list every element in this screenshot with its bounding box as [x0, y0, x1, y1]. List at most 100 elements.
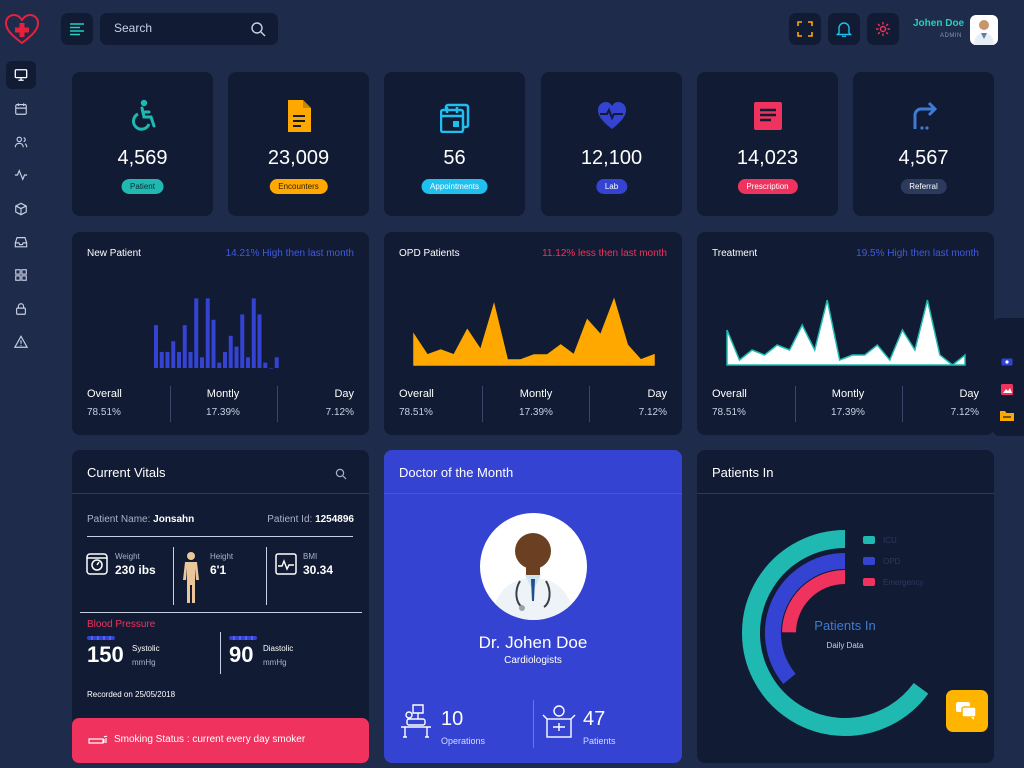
diastolic-label: Diastolic	[263, 644, 294, 653]
sidebar-item-alerts[interactable]	[6, 328, 36, 356]
operations-value: 10	[441, 708, 464, 730]
chart-card-new-patient: New Patient 14.21% High then last month …	[72, 232, 369, 435]
chart-card-opd-patients: OPD Patients 11.12% less then last month…	[384, 232, 682, 435]
users-icon	[14, 136, 28, 148]
stat-value: 4,569	[117, 147, 168, 169]
metric-overall: Overall 78.51%	[399, 388, 434, 418]
stat-label-badge: Lab	[595, 179, 628, 194]
fullscreen-icon	[797, 21, 813, 37]
smoking-status-bar: Smoking Status : current every day smoke…	[72, 718, 369, 763]
user-name[interactable]: Johen Doe	[913, 18, 965, 29]
patient-id-row: Patient Id: 1254896	[267, 514, 354, 525]
redo-icon	[913, 101, 937, 130]
divider	[277, 386, 278, 422]
panel-title: Doctor of the Month	[399, 465, 514, 480]
monitor-icon	[14, 69, 28, 81]
chart-area-series	[726, 299, 966, 366]
chart-bar	[205, 298, 210, 368]
sidebar-item-calendar[interactable]	[6, 95, 36, 123]
calendar-icon	[15, 103, 27, 115]
diastolic-value: 90	[229, 642, 254, 667]
chart-bar	[165, 351, 170, 368]
chart-bar	[194, 298, 199, 368]
chart-bar	[228, 335, 233, 368]
patients-in-donut-chart	[742, 530, 929, 736]
sidebar-item-lock[interactable]	[6, 295, 36, 323]
warning-icon	[14, 335, 28, 348]
divider	[72, 493, 369, 494]
chart-title: OPD Patients	[399, 248, 460, 259]
stat-card-referral[interactable]: 4,567 Referral	[853, 72, 994, 216]
metric-overall: Overall 78.51%	[712, 388, 747, 418]
divider	[173, 547, 174, 605]
menu-icon	[70, 23, 84, 36]
chart-bar	[177, 351, 181, 368]
stat-label-badge: Patient	[121, 179, 164, 194]
sidebar-item-inbox[interactable]	[6, 228, 36, 256]
weight-value: 230 ibs	[115, 563, 156, 577]
diastolic-indicator	[229, 636, 257, 640]
chart-trend: 11.12% less then last month	[542, 248, 667, 259]
sidebar-item-grid[interactable]	[6, 261, 36, 289]
image-icon[interactable]	[1001, 384, 1013, 395]
chart-bar	[246, 357, 250, 368]
stat-card-prescription[interactable]: 14,023 Prescription	[697, 72, 838, 216]
stat-card-appointments[interactable]: 56 Appointments	[384, 72, 525, 216]
metric-overall: Overall 78.51%	[87, 388, 122, 418]
divider	[87, 536, 353, 537]
chart-bar	[269, 368, 273, 369]
weight-label: Weight	[115, 552, 140, 561]
systolic-indicator	[87, 636, 115, 640]
patients-value: 47	[583, 708, 606, 730]
sidebar-item-package[interactable]	[6, 195, 36, 223]
user-role: ADMIN	[940, 33, 962, 39]
doctor-avatar[interactable]	[480, 513, 587, 620]
sidebar-item-dashboard[interactable]	[6, 61, 36, 89]
settings-button[interactable]	[867, 13, 899, 45]
activity-icon	[14, 169, 28, 181]
systolic-value: 150	[87, 642, 124, 667]
fullscreen-button[interactable]	[789, 13, 821, 45]
search-input[interactable]	[114, 21, 244, 35]
panel-title: Current Vitals	[87, 465, 166, 480]
search-icon[interactable]	[250, 21, 266, 37]
menu-toggle-button[interactable]	[61, 13, 93, 45]
panel-title: Patients In	[712, 465, 774, 480]
metric-monthly: Montly 17.39%	[831, 388, 865, 418]
operations-label: Operations	[441, 736, 486, 746]
chart-bar	[223, 351, 227, 368]
metric-day: Day 7.12%	[325, 388, 354, 418]
sidebar-item-activity[interactable]	[6, 161, 36, 189]
chart-title: Treatment	[712, 248, 758, 259]
scale-icon	[86, 553, 108, 575]
systolic-label: Systolic	[132, 644, 160, 653]
chart-trend: 19.5% High then last month	[856, 248, 979, 259]
divider	[220, 632, 221, 674]
search-icon[interactable]	[335, 468, 347, 480]
new-patient-bar-chart	[154, 298, 279, 369]
bmi-label: BMI	[303, 552, 318, 561]
chat-button[interactable]	[946, 690, 988, 732]
chart-title: New Patient	[87, 248, 141, 259]
metric-monthly: Montly 17.39%	[206, 388, 240, 418]
heartbeat-icon	[597, 102, 626, 129]
systolic-unit: mmHg	[132, 658, 156, 667]
floating-toolbar	[993, 318, 1024, 436]
sidebar-item-users[interactable]	[6, 128, 36, 156]
notifications-button[interactable]	[828, 13, 860, 45]
stat-card-patient[interactable]: 4,569 Patient	[72, 72, 213, 216]
camera-icon[interactable]	[1001, 358, 1013, 366]
gear-icon	[876, 22, 890, 36]
folder-icon[interactable]	[1000, 410, 1014, 421]
stat-card-lab[interactable]: 12,100 Lab	[541, 72, 682, 216]
chart-bar	[274, 357, 279, 368]
chart-area-series	[413, 297, 655, 366]
stat-card-encounters[interactable]: 23,009 Encounters	[228, 72, 369, 216]
donut-center-title: Patients In	[814, 618, 876, 633]
legend-label-opd: OPD	[883, 557, 901, 566]
donut-center-subtitle: Daily Data	[826, 641, 864, 650]
donut-segment-icu	[742, 530, 929, 736]
doctor-name: Dr. Johen Doe	[478, 633, 588, 652]
patients-label: Patients	[583, 736, 616, 746]
user-avatar[interactable]	[970, 15, 998, 45]
